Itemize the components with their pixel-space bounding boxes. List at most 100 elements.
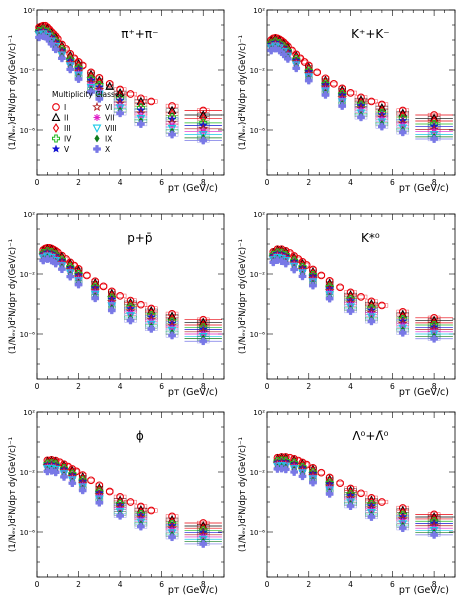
data-point bbox=[346, 502, 355, 510]
data-point bbox=[336, 283, 344, 292]
data-point bbox=[167, 124, 177, 134]
x-tick-label: 4 bbox=[118, 178, 123, 187]
y-axis-label: (1/Nₑᵥ)d²N/dpᴛ dy(GeV/c)⁻¹ bbox=[238, 35, 248, 150]
error-box bbox=[113, 293, 127, 298]
x-tick-label: 8 bbox=[201, 382, 206, 391]
legend-label: VIII bbox=[105, 124, 117, 133]
y-tick-label: 10² bbox=[253, 211, 265, 219]
x-tick-label: 4 bbox=[118, 382, 123, 391]
error-box bbox=[105, 84, 114, 89]
legend-label: II bbox=[64, 114, 68, 123]
data-point bbox=[147, 325, 156, 333]
data-point bbox=[367, 317, 376, 326]
data-point bbox=[116, 85, 124, 94]
error-box bbox=[302, 59, 307, 65]
data-point bbox=[346, 307, 355, 315]
y-tick-label: 10⁻⁶ bbox=[250, 529, 266, 537]
data-point bbox=[60, 473, 68, 481]
legend-marker bbox=[52, 103, 60, 111]
data-point bbox=[325, 489, 334, 498]
data-point bbox=[95, 94, 104, 103]
chart-panel-3: 0 2 4 6 8 10² 10⁻² 10⁻⁶ pᴛ (GeV/c) (1/Nₑᵥ)d²N/dpᴛ… bbox=[8, 211, 225, 398]
data-point bbox=[290, 468, 299, 476]
y-tick-label: 10² bbox=[23, 211, 35, 219]
error-box bbox=[287, 455, 293, 460]
x-tick-label: 0 bbox=[35, 580, 40, 589]
x-axis-label: pᴛ (GeV/c) bbox=[168, 387, 218, 398]
data-point bbox=[66, 272, 75, 281]
data-point bbox=[308, 278, 318, 287]
data-point bbox=[47, 466, 56, 475]
legend-label: VII bbox=[105, 114, 115, 123]
data-point bbox=[357, 292, 365, 301]
data-point bbox=[68, 479, 77, 488]
data-point bbox=[298, 472, 307, 481]
data-point bbox=[137, 120, 145, 128]
y-axis-label: (1/Nₑᵥ)d²N/dpᴛ dy(GeV/c)⁻¹ bbox=[238, 437, 248, 552]
y-tick-label: 10⁻⁶ bbox=[20, 529, 36, 537]
legend-label: III bbox=[64, 124, 71, 133]
y-tick-label: 10⁻⁶ bbox=[20, 331, 36, 339]
data-point bbox=[336, 479, 344, 488]
chart-panel-5: 0 2 4 6 8 10² 10⁻² 10⁻⁶ pᴛ (GeV/c) (1/Nₑᵥ)d²N/dpᴛ… bbox=[8, 409, 225, 596]
data-point bbox=[107, 287, 116, 296]
x-tick-label: 2 bbox=[76, 178, 81, 187]
legend-marker bbox=[52, 134, 60, 143]
chart-panel-1: 0 2 4 6 8 10² 10⁻² 10⁻⁶ pᴛ (GeV/c) (1/Nₑᵥ)d²N/dpᴛ… bbox=[8, 7, 225, 194]
series-III bbox=[44, 457, 222, 534]
y-tick-label: 10² bbox=[23, 7, 35, 15]
legend-marker bbox=[51, 112, 61, 121]
data-point bbox=[137, 522, 145, 531]
data-point bbox=[430, 531, 438, 539]
series-I bbox=[269, 245, 453, 322]
data-point bbox=[107, 306, 116, 315]
data-point bbox=[147, 506, 156, 515]
data-point bbox=[325, 486, 335, 495]
panel-title: K*⁰ bbox=[361, 231, 380, 245]
legend-label: V bbox=[64, 145, 70, 154]
panel-title: K⁺+K⁻ bbox=[351, 27, 389, 41]
legend-marker bbox=[92, 101, 102, 112]
data-point bbox=[292, 64, 301, 73]
error-box bbox=[375, 303, 389, 308]
data-point bbox=[284, 55, 292, 63]
data-point bbox=[317, 468, 326, 477]
error-box bbox=[145, 508, 158, 513]
data-point bbox=[116, 511, 124, 520]
x-tick-label: 4 bbox=[348, 580, 353, 589]
data-point bbox=[137, 300, 145, 309]
data-point bbox=[281, 259, 290, 268]
y-axis-label: (1/Nₑᵥ)d²N/dpᴛ dy(GeV/c)⁻¹ bbox=[8, 239, 18, 354]
data-point bbox=[378, 498, 386, 506]
data-point bbox=[378, 100, 386, 109]
data-point bbox=[168, 331, 176, 340]
data-point bbox=[338, 102, 347, 110]
error-box bbox=[354, 491, 368, 496]
y-axis-label: (1/Nₑᵥ)d²N/dpᴛ dy(GeV/c)⁻¹ bbox=[8, 35, 18, 150]
x-tick-label: 8 bbox=[201, 178, 206, 187]
x-axis-label: pᴛ (GeV/c) bbox=[168, 183, 218, 194]
data-point bbox=[346, 88, 355, 97]
series-X bbox=[273, 464, 453, 539]
data-point bbox=[199, 337, 208, 346]
data-point bbox=[116, 291, 124, 300]
data-point bbox=[95, 481, 104, 490]
data-point bbox=[58, 54, 66, 63]
data-point bbox=[168, 512, 176, 521]
data-point bbox=[147, 97, 156, 106]
x-axis-label: pᴛ (GeV/c) bbox=[399, 585, 449, 596]
data-point bbox=[273, 256, 282, 264]
y-tick-label: 10² bbox=[253, 7, 265, 15]
data-point bbox=[126, 90, 135, 98]
data-point bbox=[198, 131, 208, 140]
data-point bbox=[290, 265, 299, 274]
x-tick-label: 2 bbox=[306, 382, 311, 391]
data-point bbox=[74, 277, 83, 286]
data-point bbox=[126, 296, 135, 305]
data-point bbox=[277, 464, 286, 473]
error-box bbox=[165, 108, 179, 113]
x-tick-label: 4 bbox=[348, 178, 353, 187]
data-point bbox=[198, 110, 208, 119]
data-point bbox=[94, 495, 104, 504]
